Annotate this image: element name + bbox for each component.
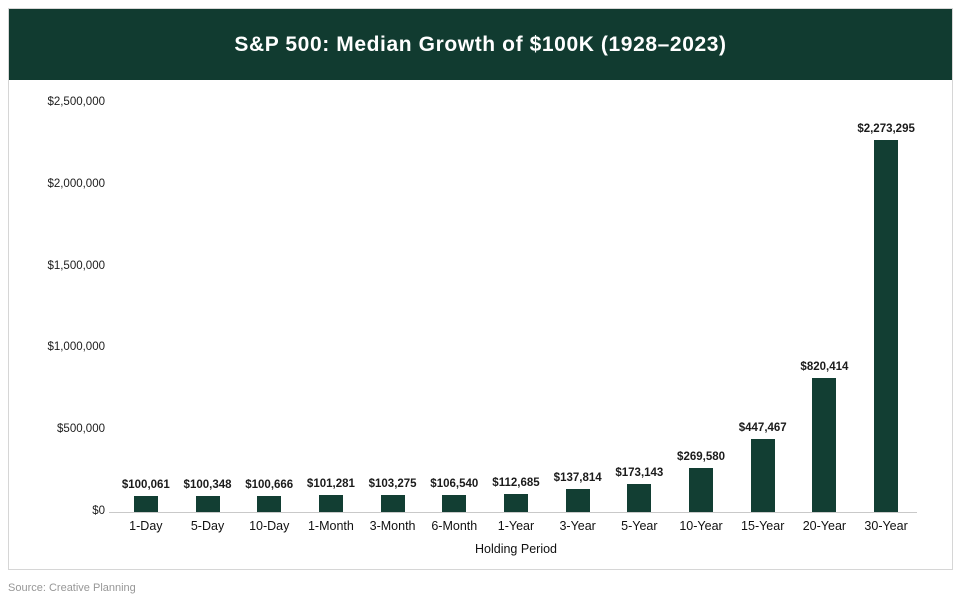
chart-card: S&P 500: Median Growth of $100K (1928–20… xyxy=(8,8,953,570)
y-axis: $0 $500,000 $1,000,000 $1,500,000 $2,000,000… xyxy=(9,96,105,517)
y-tick-label: $500,000 xyxy=(57,423,105,436)
x-tick-label: 10-Day xyxy=(249,519,290,533)
bar-value-label: $101,281 xyxy=(306,478,355,490)
bar-column: $820,414 20-Year xyxy=(794,103,856,533)
bar xyxy=(627,484,652,512)
x-axis-baseline xyxy=(109,512,917,513)
x-tick-label: 6-Month xyxy=(431,519,478,533)
bar xyxy=(750,439,775,512)
bar xyxy=(812,378,837,512)
y-tick-label: $2,500,000 xyxy=(47,96,105,108)
bar-column: $447,467 15-Year xyxy=(732,103,794,533)
x-tick-label: 1-Day xyxy=(129,519,163,533)
bar-column: $269,580 10-Year xyxy=(670,103,732,533)
y-tick-label: $2,000,000 xyxy=(47,177,105,190)
bar xyxy=(133,496,158,512)
plot-area: $0 $500,000 $1,000,000 $1,500,000 $2,000,000… xyxy=(9,9,952,569)
x-tick-label: 10-Year xyxy=(679,519,723,533)
y-tick-label: $1,000,000 xyxy=(47,341,105,354)
bars-row: $100,061 1-Day $100,348 5-Day $100,666 10-Day… xyxy=(115,103,917,533)
bar-column: $100,061 1-Day xyxy=(115,103,177,533)
bar-column: $137,814 3-Year xyxy=(547,103,609,533)
x-tick-label: 1-Year xyxy=(497,519,535,533)
bar-column: $100,348 5-Day xyxy=(177,103,239,533)
x-tick-label: 15-Year xyxy=(741,519,785,533)
bar xyxy=(257,496,282,512)
chart-title-banner: S&P 500: Median Growth of $100K (1928–20… xyxy=(9,9,952,80)
bar-value-label: $100,061 xyxy=(121,479,170,491)
bar xyxy=(874,140,899,512)
x-tick-label: 1-Month xyxy=(307,519,354,533)
x-tick-label: 3-Month xyxy=(369,519,416,533)
bar-value-label: $173,143 xyxy=(615,467,664,479)
bar-column: $101,281 1-Month xyxy=(300,103,362,533)
bar-column: $2,273,295 30-Year xyxy=(855,103,917,533)
x-tick-label: 30-Year xyxy=(864,519,908,533)
bar-value-label: $820,414 xyxy=(800,361,849,373)
bar xyxy=(380,495,405,512)
bar-value-label: $106,540 xyxy=(430,478,479,490)
bar-value-label: $100,666 xyxy=(245,479,294,491)
bar-column: $112,685 1-Year xyxy=(485,103,547,533)
bar-column: $100,666 10-Day xyxy=(238,103,300,533)
x-tick-label: 3-Year xyxy=(559,519,596,533)
bar xyxy=(565,489,590,512)
x-tick-label: 20-Year xyxy=(802,519,847,533)
bar-value-label: $100,348 xyxy=(183,479,232,491)
x-tick-label: 5-Day xyxy=(190,519,225,533)
bar-column: $173,143 5-Year xyxy=(609,103,671,533)
bar xyxy=(442,495,467,512)
bar-value-label: $2,273,295 xyxy=(857,123,915,135)
bar xyxy=(503,494,528,512)
bar xyxy=(195,496,220,512)
bar-value-label: $447,467 xyxy=(738,422,787,434)
source-text: Source: Creative Planning xyxy=(8,582,136,594)
bar-column: $106,540 6-Month xyxy=(423,103,485,533)
bar-column: $103,275 3-Month xyxy=(362,103,424,533)
x-axis-title: Holding Period xyxy=(475,542,557,556)
bar-value-label: $103,275 xyxy=(368,478,417,490)
x-tick-label: 5-Year xyxy=(621,519,658,533)
chart-title: S&P 500: Median Growth of $100K (1928–20… xyxy=(234,32,727,56)
y-tick-label: $1,500,000 xyxy=(47,259,105,272)
bar-value-label: $137,814 xyxy=(553,472,602,484)
bar xyxy=(318,495,343,512)
y-tick-label: $0 xyxy=(92,505,105,517)
bar xyxy=(689,468,714,512)
bar-value-label: $112,685 xyxy=(492,477,540,489)
bar-value-label: $269,580 xyxy=(677,451,726,463)
